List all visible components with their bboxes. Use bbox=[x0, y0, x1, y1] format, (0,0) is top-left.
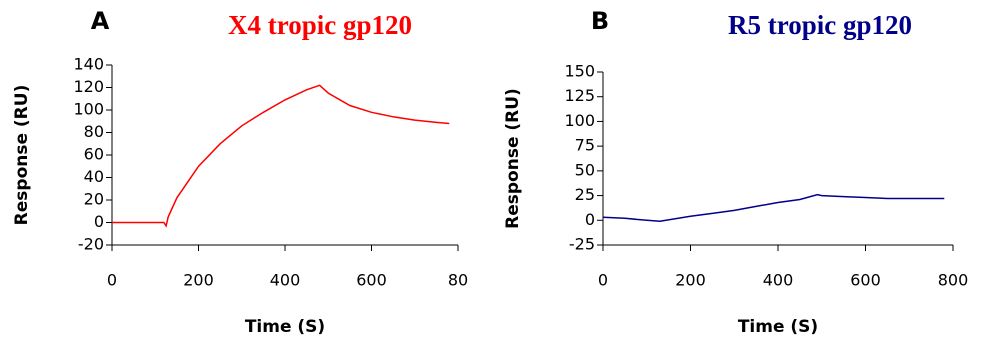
y-tick-label: 150 bbox=[564, 62, 595, 81]
y-axis-label: Response (RU) bbox=[503, 88, 523, 229]
y-tick-label: 0 bbox=[585, 210, 595, 229]
y-tick-label: -20 bbox=[78, 235, 104, 254]
y-tick-label: 0 bbox=[94, 212, 104, 231]
x-axis-label: Time (S) bbox=[738, 317, 818, 337]
x-tick-label: 800 bbox=[938, 271, 969, 290]
x-axis-label: Time (S) bbox=[245, 317, 325, 337]
x-tick-label: 200 bbox=[183, 271, 214, 290]
y-tick-label: 60 bbox=[84, 145, 104, 164]
panel-label: B bbox=[591, 7, 609, 35]
chart-title: R5 tropic gp120 bbox=[728, 10, 912, 40]
y-tick-label: 125 bbox=[564, 86, 595, 105]
y-tick-label: -25 bbox=[569, 235, 595, 254]
chart-title: X4 tropic gp120 bbox=[228, 10, 412, 40]
x-tick-label: 400 bbox=[270, 271, 301, 290]
y-tick-label: 140 bbox=[73, 55, 104, 74]
y-tick-label: 120 bbox=[73, 77, 104, 96]
y-tick-label: 80 bbox=[84, 122, 104, 141]
y-tick-label: 75 bbox=[575, 136, 595, 155]
y-axis-label: Response (RU) bbox=[12, 85, 32, 226]
y-tick-label: 20 bbox=[84, 190, 104, 209]
x-tick-label: 600 bbox=[850, 271, 881, 290]
x-tick-label: 200 bbox=[675, 271, 706, 290]
x-tick-label: 400 bbox=[763, 271, 794, 290]
x-tick-label: 80 bbox=[448, 271, 468, 290]
y-tick-label: 40 bbox=[84, 167, 104, 186]
data-line bbox=[602, 193, 945, 223]
panel-label: A bbox=[91, 7, 110, 35]
x-tick-label: 0 bbox=[107, 271, 117, 290]
x-tick-label: 600 bbox=[356, 271, 387, 290]
y-tick-label: 50 bbox=[575, 160, 595, 179]
y-tick-label: 100 bbox=[73, 100, 104, 119]
y-tick-label: 100 bbox=[564, 111, 595, 130]
y-tick-label: 25 bbox=[575, 185, 595, 204]
x-tick-label: 0 bbox=[598, 271, 608, 290]
data-line bbox=[112, 84, 450, 228]
